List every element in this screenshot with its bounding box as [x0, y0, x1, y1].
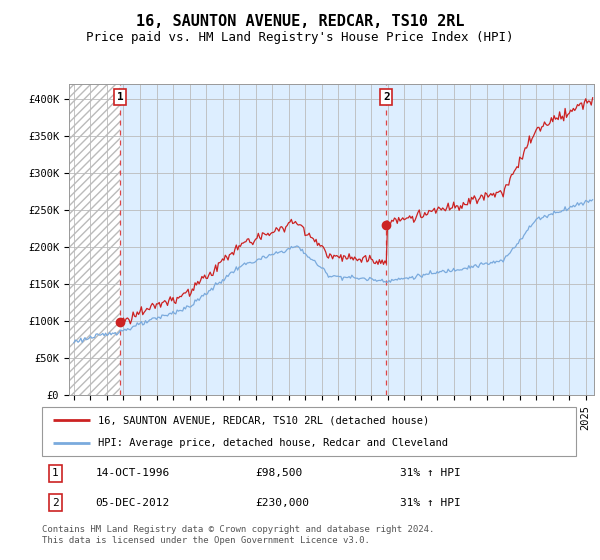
- Text: 1: 1: [116, 92, 124, 102]
- Text: 31% ↑ HPI: 31% ↑ HPI: [400, 468, 461, 478]
- Text: £230,000: £230,000: [256, 498, 310, 508]
- Text: 16, SAUNTON AVENUE, REDCAR, TS10 2RL (detached house): 16, SAUNTON AVENUE, REDCAR, TS10 2RL (de…: [98, 416, 430, 426]
- Text: HPI: Average price, detached house, Redcar and Cleveland: HPI: Average price, detached house, Redc…: [98, 438, 448, 448]
- Text: Price paid vs. HM Land Registry's House Price Index (HPI): Price paid vs. HM Land Registry's House …: [86, 31, 514, 44]
- Text: 14-OCT-1996: 14-OCT-1996: [95, 468, 170, 478]
- Text: 16, SAUNTON AVENUE, REDCAR, TS10 2RL: 16, SAUNTON AVENUE, REDCAR, TS10 2RL: [136, 14, 464, 29]
- Text: 05-DEC-2012: 05-DEC-2012: [95, 498, 170, 508]
- Text: 2: 2: [52, 498, 59, 508]
- Text: 31% ↑ HPI: 31% ↑ HPI: [400, 498, 461, 508]
- FancyBboxPatch shape: [42, 407, 576, 456]
- Text: 1: 1: [52, 468, 59, 478]
- Text: 2: 2: [383, 92, 389, 102]
- Text: Contains HM Land Registry data © Crown copyright and database right 2024.
This d: Contains HM Land Registry data © Crown c…: [42, 525, 434, 545]
- Text: £98,500: £98,500: [256, 468, 303, 478]
